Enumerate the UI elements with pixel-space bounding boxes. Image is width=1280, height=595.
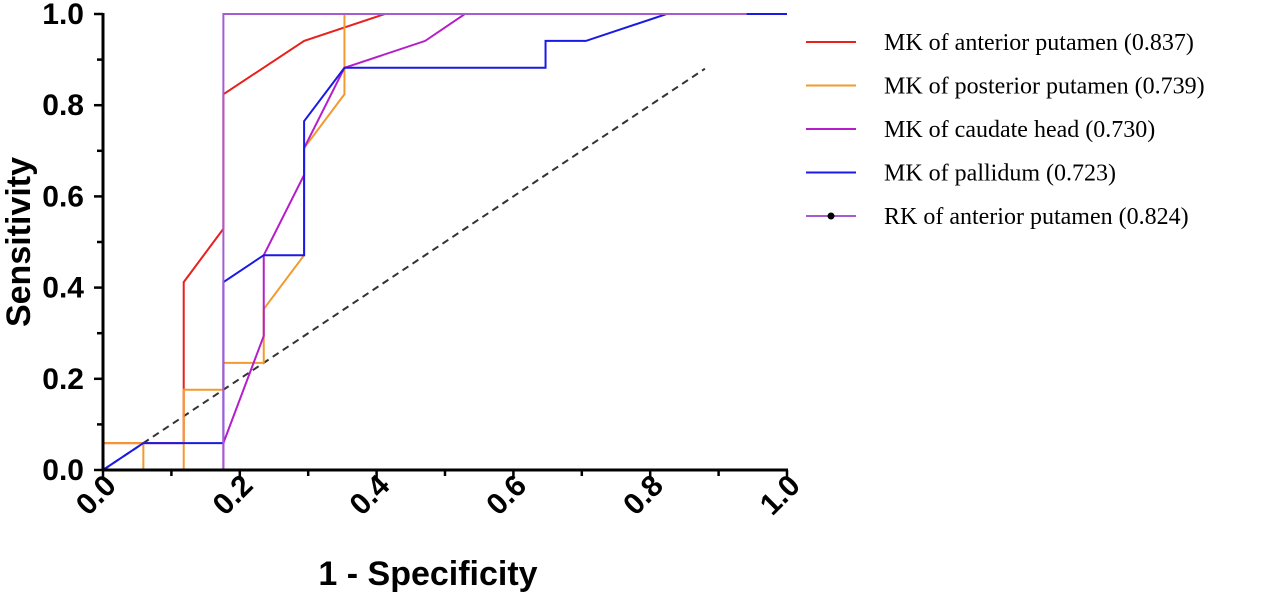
legend-item: MK of anterior putamen (0.837) xyxy=(806,30,1194,56)
x-tick-labels: 0.0 0.2 0.4 0.6 0.8 1.0 xyxy=(70,469,807,522)
legend-label: MK of anterior putamen (0.837) xyxy=(884,30,1194,56)
legend-item: MK of pallidum (0.723) xyxy=(806,161,1116,187)
x-tick-label: 0.2 xyxy=(207,469,260,522)
y-tick-labels: 0.0 0.2 0.4 0.6 0.8 1.0 xyxy=(42,0,84,487)
y-tick-label: 0.4 xyxy=(42,272,84,305)
y-tick-label: 0.2 xyxy=(42,363,84,396)
y-tick-label: 0.0 xyxy=(42,454,84,487)
legend-item: MK of caudate head (0.730) xyxy=(806,117,1155,143)
legend-item: MK of posterior putamen (0.739) xyxy=(806,74,1205,100)
y-axis-title: Sensitivity xyxy=(0,157,38,327)
x-tick-label: 1.0 xyxy=(754,469,807,522)
axes xyxy=(94,12,789,479)
series-line-1 xyxy=(103,13,787,445)
x-axis-title: 1 - Specificity xyxy=(318,555,537,593)
legend-item: RK of anterior putamen (0.824) xyxy=(806,204,1189,230)
legend: MK of anterior putamen (0.837) MK of post… xyxy=(806,30,1205,230)
legend-label: MK of posterior putamen (0.739) xyxy=(884,74,1205,100)
x-tick-label: 0.6 xyxy=(480,469,533,522)
x-tick-label: 0.8 xyxy=(617,469,670,522)
legend-label: RK of anterior putamen (0.824) xyxy=(884,204,1189,230)
y-tick-label: 1.0 xyxy=(42,0,84,31)
legend-label: MK of caudate head (0.730) xyxy=(884,117,1155,143)
legend-label: MK of pallidum (0.723) xyxy=(884,161,1116,187)
y-tick-label: 0.6 xyxy=(42,180,84,213)
y-tick-label: 0.8 xyxy=(42,89,84,122)
legend-marker-dot xyxy=(827,212,835,220)
plot-series xyxy=(102,13,787,471)
reference-diagonal-line xyxy=(102,67,706,471)
series-line-5 xyxy=(103,13,747,471)
x-tick-label: 0.4 xyxy=(343,469,396,522)
